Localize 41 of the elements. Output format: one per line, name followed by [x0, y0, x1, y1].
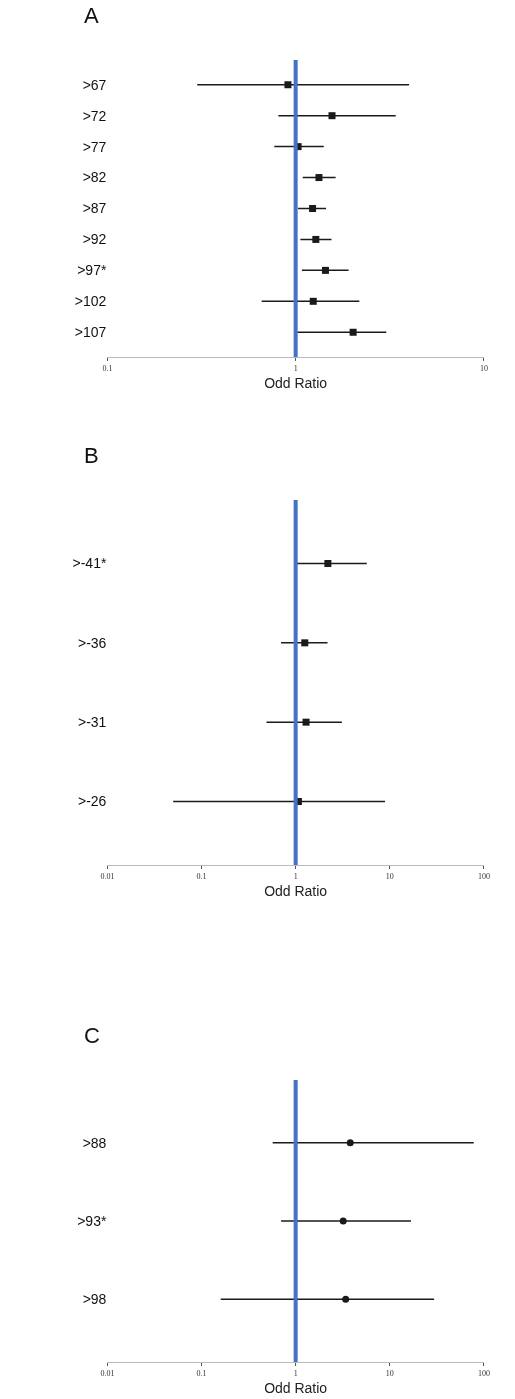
x-tick-label: 100 [477, 1368, 490, 1378]
point [328, 112, 336, 120]
x-tick-label: 0.1 [196, 871, 207, 881]
point [309, 297, 317, 305]
x-axis-title: Odd Ratio [264, 1379, 328, 1396]
y-tick-label: >98 [82, 1291, 107, 1308]
y-tick-label: >88 [82, 1134, 107, 1151]
x-tick-label: 0.1 [196, 1368, 207, 1378]
x-tick-label: 1 [293, 871, 298, 881]
y-tick-label: >102 [74, 293, 107, 310]
y-tick-label: >107 [74, 324, 107, 341]
x-tick-label: 1 [293, 1368, 298, 1378]
y-tick-label: >87 [82, 200, 107, 217]
y-tick-label: >97* [77, 262, 107, 279]
y-tick-label: >-41* [72, 555, 107, 572]
x-tick-label: 1 [293, 363, 298, 373]
x-tick-label: 10 [385, 871, 394, 881]
y-tick-label: >92 [82, 231, 107, 248]
x-axis-title: Odd Ratio [264, 882, 328, 899]
x-tick-label: 0.01 [100, 1368, 115, 1378]
x-tick-label: 10 [479, 363, 488, 373]
x-tick-label: 0.1 [102, 363, 113, 373]
x-tick-label: 0.01 [100, 871, 115, 881]
x-tick-label: 100 [477, 871, 490, 881]
y-tick-label: >72 [82, 107, 107, 124]
point [312, 235, 320, 243]
x-tick-label: 10 [385, 1368, 394, 1378]
y-tick-label: >-31 [77, 714, 107, 731]
point [315, 174, 323, 182]
y-tick-label: >67 [82, 76, 107, 93]
y-tick-label: >77 [82, 138, 107, 155]
x-axis-title: Odd Ratio [264, 374, 328, 391]
point [321, 266, 329, 274]
chart-title: B [84, 443, 99, 468]
y-tick-label: >-26 [77, 793, 107, 810]
y-tick-label: >82 [82, 169, 107, 186]
point [309, 205, 317, 212]
y-tick-label: >-36 [77, 634, 107, 651]
chart-title: C [84, 1023, 100, 1048]
y-tick-label: >93* [77, 1212, 107, 1229]
chart-title: A [84, 3, 99, 28]
